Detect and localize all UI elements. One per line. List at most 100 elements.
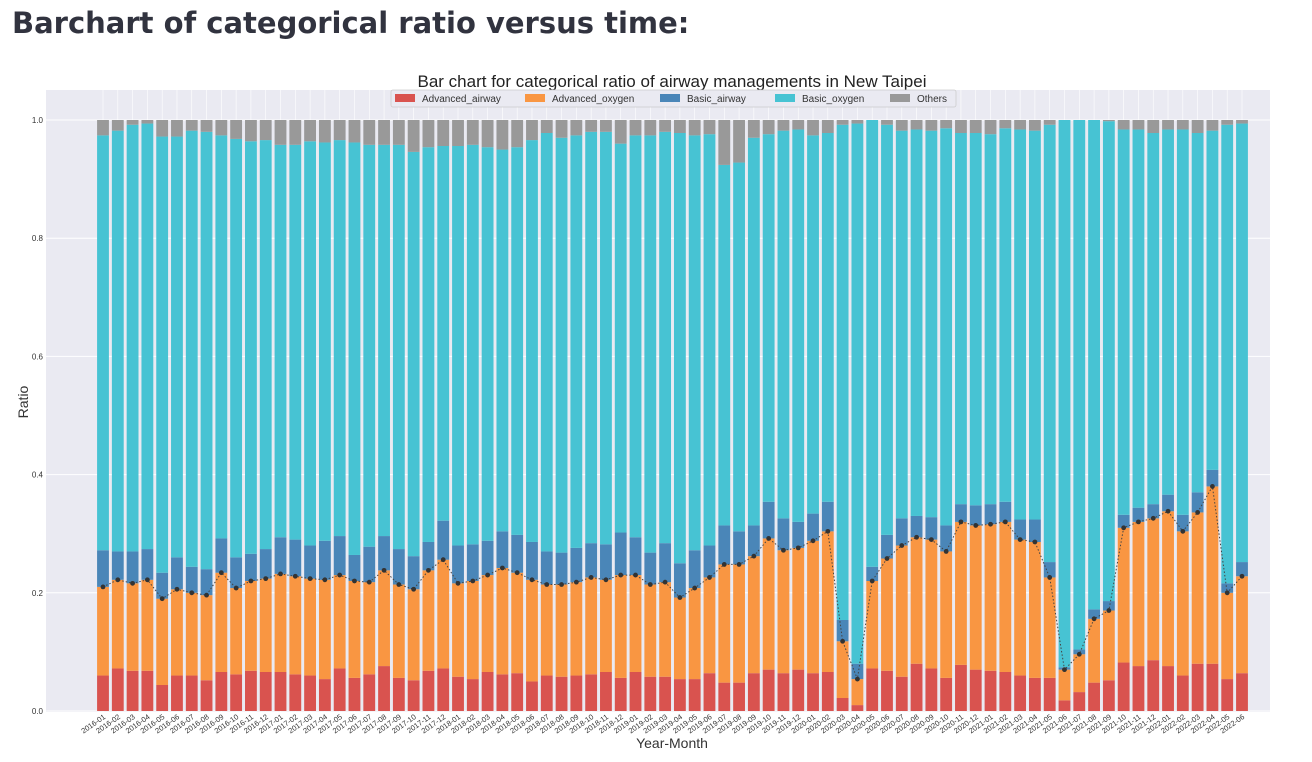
bar-advanced-airway [526, 681, 538, 711]
bar-basic-airway [363, 546, 376, 583]
chart-container: 0.0 0.2 0.4 0.6 0.8 1.0 2016-01 2016-02 2016-03… [0, 60, 1312, 757]
bar-basic-airway [881, 534, 893, 559]
bar-advanced-airway [1102, 680, 1115, 711]
overlay-point [1032, 539, 1038, 545]
bar-basic-airway [1132, 507, 1145, 522]
bar-basic-airway [1176, 514, 1189, 532]
bar-others [940, 120, 953, 129]
overlay-point [174, 586, 180, 592]
bar-basic-oxygen [481, 147, 494, 541]
bar-basic-airway [1028, 519, 1041, 542]
bar-advanced-oxygen [481, 575, 494, 672]
bar-advanced-airway [866, 668, 879, 711]
legend-label: Basic_airway [687, 94, 746, 105]
bar-advanced-airway [792, 669, 805, 711]
y-tick-label: 0.2 [32, 589, 44, 598]
y-tick-label: 0.6 [32, 352, 44, 361]
bar-advanced-oxygen [718, 564, 731, 683]
overlay-point [1210, 484, 1215, 489]
legend-swatch [525, 94, 545, 102]
bar-basic-oxygen [940, 128, 953, 526]
overlay-point [1091, 616, 1097, 622]
bar-advanced-airway [259, 671, 272, 711]
overlay-point [396, 582, 402, 587]
overlay-point [1136, 519, 1141, 525]
bar-advanced-airway [481, 671, 494, 711]
bar-others [555, 120, 568, 138]
bar-basic-oxygen [526, 140, 538, 542]
bar-advanced-oxygen [703, 577, 716, 674]
overlay-point [1121, 525, 1127, 531]
bar-others [851, 120, 864, 124]
bar-others [437, 120, 450, 146]
overlay-point [455, 580, 461, 586]
bar-others [466, 120, 479, 145]
bar-advanced-oxygen [230, 588, 243, 675]
bar-basic-oxygen [378, 144, 390, 537]
bar-advanced-oxygen [807, 540, 819, 674]
bar-advanced-airway [1132, 666, 1145, 711]
bar-basic-oxygen [807, 135, 819, 514]
bar-basic-airway [629, 537, 642, 576]
bar-advanced-airway [733, 682, 745, 711]
overlay-point [692, 585, 698, 591]
bar-others [274, 120, 287, 145]
bar-advanced-airway [910, 663, 923, 711]
bar-advanced-airway [466, 679, 479, 711]
bar-others [407, 120, 420, 152]
bar-basic-airway [1236, 562, 1248, 577]
overlay-point [662, 579, 668, 585]
overlay-point [855, 676, 860, 682]
bar-advanced-oxygen [1191, 512, 1204, 664]
bar-basic-oxygen [777, 130, 790, 519]
overlay-point [943, 549, 949, 554]
bar-basic-airway [1162, 494, 1174, 512]
bar-others [422, 120, 435, 148]
overlay-point [426, 567, 431, 573]
bar-advanced-oxygen [378, 570, 390, 667]
bar-basic-airway [955, 504, 967, 522]
bar-advanced-airway [215, 671, 228, 711]
overlay-point [499, 565, 505, 571]
bar-advanced-oxygen [540, 584, 553, 676]
bar-basic-airway [1102, 601, 1115, 611]
bar-advanced-airway [1117, 662, 1130, 711]
y-axis-label: Ratio [15, 385, 31, 418]
bar-basic-airway [1206, 469, 1219, 487]
bar-advanced-oxygen [1147, 518, 1160, 661]
bar-others [185, 120, 198, 131]
bar-advanced-oxygen [171, 589, 183, 676]
bar-advanced-oxygen [614, 575, 627, 678]
bar-advanced-airway [644, 676, 657, 711]
bar-basic-airway [999, 501, 1012, 522]
bar-advanced-oxygen [1073, 654, 1086, 693]
overlay-point [1106, 608, 1112, 613]
bar-others [97, 120, 109, 136]
overlay-point [440, 557, 446, 563]
bar-advanced-airway [555, 676, 568, 711]
bar-advanced-oxygen [969, 525, 982, 670]
bar-others [126, 120, 139, 125]
bar-basic-airway [392, 549, 405, 585]
bar-advanced-oxygen [777, 550, 790, 674]
bar-basic-oxygen [363, 144, 376, 547]
overlay-point [707, 575, 712, 580]
bar-basic-oxygen [141, 123, 154, 550]
overlay-point [514, 570, 520, 576]
bar-advanced-airway [659, 676, 672, 711]
bar-advanced-oxygen [511, 572, 524, 674]
overlay-point [899, 543, 905, 548]
overlay-point [144, 577, 150, 583]
bar-advanced-airway [97, 675, 109, 711]
overlay-point [1239, 573, 1245, 579]
bar-advanced-oxygen [955, 521, 967, 665]
bar-others [688, 120, 701, 136]
bar-basic-oxygen [1058, 120, 1071, 668]
bar-advanced-oxygen [895, 545, 908, 677]
bar-advanced-oxygen [526, 579, 538, 682]
bar-basic-oxygen [747, 137, 760, 526]
bar-basic-oxygen [733, 162, 745, 532]
bar-basic-airway [259, 549, 272, 579]
bar-basic-airway [171, 557, 183, 590]
bar-others [318, 120, 331, 143]
